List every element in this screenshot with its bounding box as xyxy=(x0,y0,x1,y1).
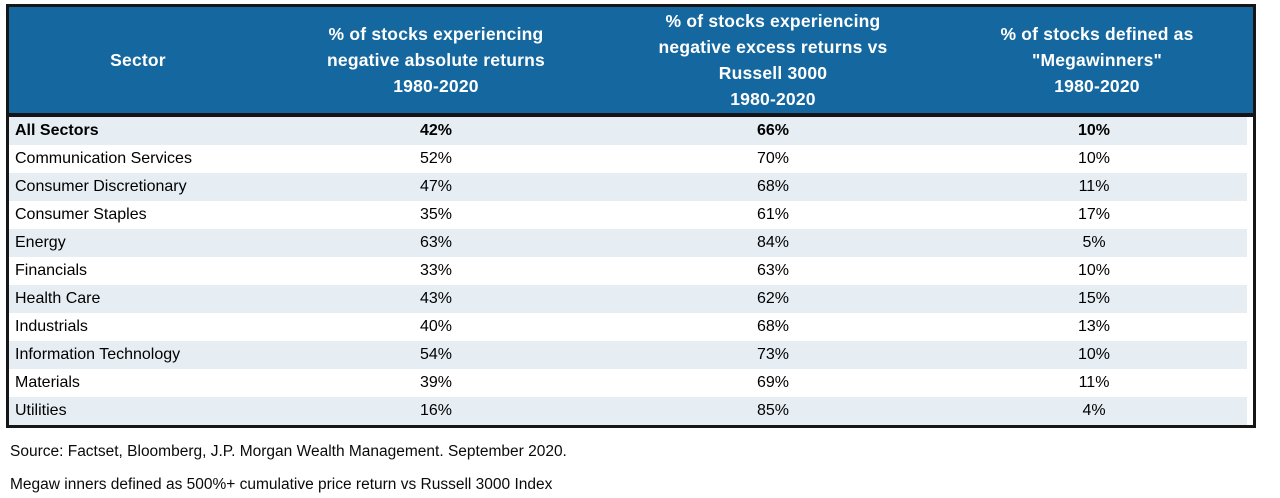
column-header-sector: Sector xyxy=(110,49,166,70)
megawinners-cell: 15% xyxy=(1077,290,1111,307)
negative-excess-cell: 68% xyxy=(756,318,790,335)
sector-cell: All Sectors xyxy=(15,122,99,139)
megawinners-cell: 4% xyxy=(1082,402,1106,419)
megawinners-cell: 10% xyxy=(1077,122,1111,139)
negative-excess-cell: 70% xyxy=(756,150,790,167)
sector-cell: Consumer Staples xyxy=(15,206,147,223)
negative-excess-cell: 68% xyxy=(756,178,790,195)
negative-absolute-cell: 63% xyxy=(419,234,453,251)
negative-absolute-cell: 39% xyxy=(419,374,453,391)
negative-excess-cell: 69% xyxy=(756,374,790,391)
negative-absolute-cell: 16% xyxy=(419,402,453,419)
table-row: Financials 33% 63% 10% xyxy=(9,257,1247,285)
table-row: Consumer Staples 35% 61% 17% xyxy=(9,201,1247,229)
sector-cell: Communication Services xyxy=(15,150,192,167)
negative-absolute-cell: 40% xyxy=(419,318,453,335)
sector-cell: Consumer Discretionary xyxy=(15,178,187,195)
source-note: Source: Factset, Bloomberg, J.P. Morgan … xyxy=(10,443,567,460)
sector-cell: Health Care xyxy=(15,290,101,307)
negative-absolute-cell: 47% xyxy=(419,178,453,195)
negative-absolute-cell: 43% xyxy=(419,290,453,307)
megawinners-cell: 10% xyxy=(1077,262,1111,279)
negative-excess-cell: 85% xyxy=(756,402,790,419)
table-header-row: Sector % of stocks experiencing negative… xyxy=(9,7,1253,117)
negative-absolute-cell: 42% xyxy=(419,122,453,139)
sector-cell: Industrials xyxy=(15,318,88,335)
column-header-negative-excess-returns: % of stocks experiencing negative excess… xyxy=(658,10,888,110)
footnotes: Source: Factset, Bloomberg, J.P. Morgan … xyxy=(10,443,1270,494)
negative-excess-cell: 73% xyxy=(756,346,790,363)
sector-cell: Materials xyxy=(15,374,80,391)
table-row: Communication Services 52% 70% 10% xyxy=(9,145,1247,173)
negative-absolute-cell: 35% xyxy=(419,206,453,223)
megawinners-cell: 10% xyxy=(1077,150,1111,167)
table-row: Materials 39% 69% 11% xyxy=(9,369,1247,397)
table-body: All Sectors 42% 66% 10% Communication Servic… xyxy=(9,117,1253,425)
negative-absolute-cell: 33% xyxy=(419,262,453,279)
table-row: All Sectors 42% 66% 10% xyxy=(9,117,1247,145)
negative-absolute-cell: 54% xyxy=(419,346,453,363)
sector-returns-table: Sector % of stocks experiencing negative… xyxy=(6,4,1256,428)
sector-cell: Financials xyxy=(15,262,88,279)
sector-cell: Energy xyxy=(15,234,66,251)
megawinners-cell: 17% xyxy=(1077,206,1111,223)
sector-cell: Information Technology xyxy=(15,346,181,363)
megawinners-cell: 10% xyxy=(1077,346,1111,363)
megawinners-cell: 11% xyxy=(1078,178,1110,195)
megawinners-cell: 5% xyxy=(1082,234,1106,251)
megawinners-cell: 13% xyxy=(1077,318,1111,335)
negative-excess-cell: 84% xyxy=(756,234,790,251)
sector-cell: Utilities xyxy=(15,402,67,419)
negative-excess-cell: 62% xyxy=(756,290,790,307)
table-row: Energy 63% 84% 5% xyxy=(9,229,1247,257)
negative-absolute-cell: 52% xyxy=(419,150,453,167)
column-header-megawinners: % of stocks defined as "Megawinners" 198… xyxy=(1000,23,1194,97)
table-row: Industrials 40% 68% 13% xyxy=(9,313,1247,341)
negative-excess-cell: 66% xyxy=(756,122,790,139)
negative-excess-cell: 63% xyxy=(756,262,790,279)
megawinners-cell: 11% xyxy=(1078,374,1110,391)
negative-excess-cell: 61% xyxy=(756,206,790,223)
table-row: Utilities 16% 85% 4% xyxy=(9,397,1247,425)
megawinners-definition-note: Megaw inners defined as 500%+ cumulative… xyxy=(10,475,553,493)
table-row: Health Care 43% 62% 15% xyxy=(9,285,1247,313)
table-row: Information Technology 54% 73% 10% xyxy=(9,341,1247,369)
table-row: Consumer Discretionary 47% 68% 11% xyxy=(9,173,1247,201)
column-header-negative-absolute-returns: % of stocks experiencing negative absolu… xyxy=(327,23,545,97)
